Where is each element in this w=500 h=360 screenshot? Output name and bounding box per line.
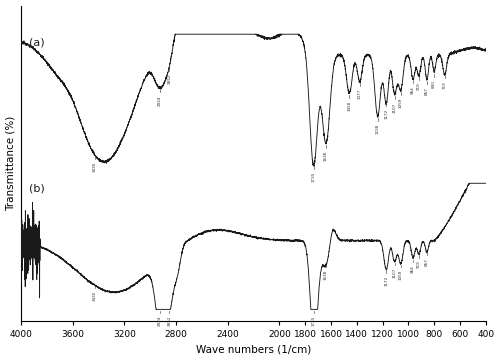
Text: 1638: 1638 — [324, 150, 328, 161]
Text: 800: 800 — [432, 80, 436, 87]
Text: 1107: 1107 — [392, 268, 396, 278]
Text: 1735: 1735 — [312, 171, 316, 182]
Text: 857: 857 — [425, 258, 429, 266]
Text: 1107: 1107 — [392, 102, 396, 113]
Text: 2852: 2852 — [168, 316, 172, 326]
Text: (a): (a) — [29, 37, 44, 47]
Text: 964: 964 — [411, 86, 415, 94]
Text: 1059: 1059 — [399, 270, 403, 280]
Text: (b): (b) — [29, 183, 44, 193]
X-axis label: Wave numbers (1/cm): Wave numbers (1/cm) — [196, 345, 311, 355]
Text: 3430: 3430 — [92, 162, 96, 172]
Text: 719: 719 — [442, 81, 446, 89]
Text: 3430: 3430 — [92, 291, 96, 301]
Text: 1172: 1172 — [384, 109, 388, 120]
Text: 1458: 1458 — [348, 100, 352, 111]
Text: 2852: 2852 — [168, 73, 172, 84]
Text: 1059: 1059 — [399, 98, 403, 108]
Text: 964: 964 — [411, 265, 415, 273]
Text: 919: 919 — [417, 261, 421, 269]
Text: 2924: 2924 — [158, 316, 162, 326]
Text: 857: 857 — [425, 87, 429, 95]
Text: 1638: 1638 — [324, 270, 328, 280]
Text: 1238: 1238 — [376, 123, 380, 134]
Y-axis label: Transmittance (%): Transmittance (%) — [6, 116, 16, 211]
Text: 919: 919 — [417, 82, 421, 90]
Text: 1735: 1735 — [312, 316, 316, 326]
Text: 1377: 1377 — [358, 89, 362, 99]
Text: 2924: 2924 — [158, 95, 162, 105]
Text: 1172: 1172 — [384, 275, 388, 286]
